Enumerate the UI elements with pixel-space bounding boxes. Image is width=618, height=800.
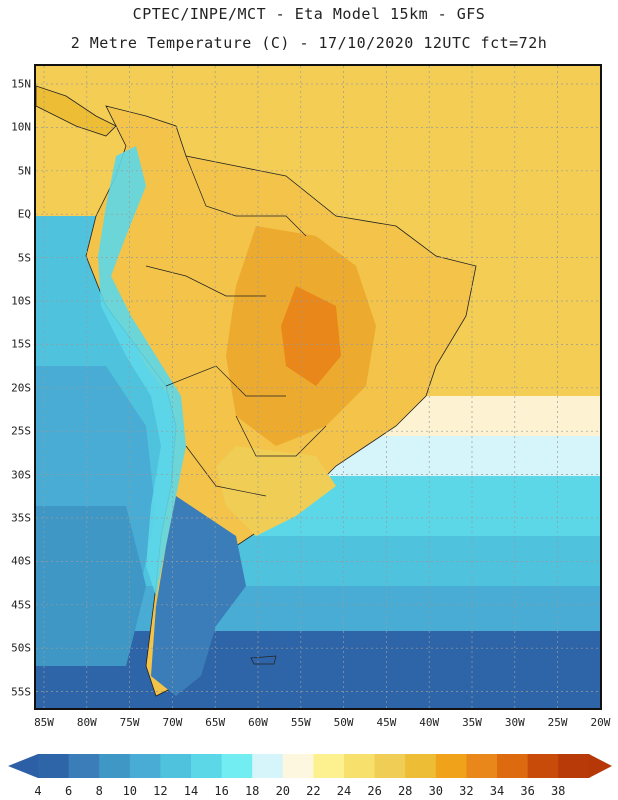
lon-label: 85W <box>34 716 54 729</box>
colorbar-swatch <box>344 754 376 778</box>
lon-label: 80W <box>76 716 97 729</box>
colorbar-low-cap <box>8 754 38 778</box>
lon-label: 55W <box>290 716 311 729</box>
colorbar-swatch <box>252 754 284 778</box>
central-america <box>36 85 117 137</box>
graticule <box>36 66 600 708</box>
lat-label: 10S <box>11 294 31 308</box>
colorbar-swatch <box>129 754 161 778</box>
colorbar-swatch <box>68 754 100 778</box>
lon-label: 70W <box>162 716 183 729</box>
lat-label: 5N <box>17 164 31 178</box>
colorbar-swatch <box>405 754 437 778</box>
colorbar-tick-label: 10 <box>122 784 138 798</box>
pacific-southern-water <box>36 506 146 666</box>
colorbar-swatch <box>38 754 70 778</box>
colorbar-tick-label: 6 <box>64 784 73 798</box>
lon-label: 30W <box>504 716 525 729</box>
colorbar-swatch <box>497 754 529 778</box>
lon-label: 50W <box>333 716 354 729</box>
pampas-region <box>216 446 336 536</box>
lat-label: 15N <box>11 77 31 91</box>
colorbar-swatch <box>191 754 223 778</box>
lat-label: 25S <box>11 424 31 438</box>
map-title: CPTEC/INPE/MCT - Eta Model 15km - GFS <box>132 5 486 23</box>
colorbar-swatch <box>435 754 467 778</box>
lon-label: 45W <box>376 716 397 729</box>
lat-label: 35S <box>11 511 31 525</box>
colorbar-tick-label: 34 <box>489 784 505 798</box>
lat-label: 40S <box>11 554 31 568</box>
lon-label: 75W <box>119 716 140 729</box>
colorbar-tick-label: 36 <box>520 784 535 798</box>
colorbar-high-cap <box>588 754 612 778</box>
lon-label: 65W <box>205 716 226 729</box>
colorbar-tick-label: 8 <box>95 784 103 798</box>
lat-label: 15S <box>11 337 31 351</box>
colorbar-swatch <box>527 754 559 778</box>
colorbar-swatch <box>558 754 590 778</box>
map-canvas <box>36 66 600 708</box>
colorbar-tick-label: 14 <box>183 784 199 798</box>
lon-label: 25W <box>547 716 568 729</box>
country-borders <box>145 155 327 497</box>
colorbar-tick-label: 18 <box>244 784 260 798</box>
lat-label: 10N <box>11 120 31 134</box>
colorbar-swatch <box>221 754 253 778</box>
lat-label: 5S <box>17 251 31 265</box>
colorbar-tick-label: 28 <box>397 784 413 798</box>
hottest-core <box>281 286 341 386</box>
lat-label: 30S <box>11 468 31 482</box>
colorbar-tick-label: 24 <box>336 784 352 798</box>
colorbar-swatch <box>99 754 131 778</box>
andes-cold-strip <box>98 146 186 596</box>
colorbar-swatch <box>374 754 406 778</box>
colorbar-tick-label: 12 <box>153 784 168 798</box>
colorbar-tick-label: 26 <box>367 784 382 798</box>
lon-label: 20W <box>590 716 611 729</box>
colorbar-tick-label: 22 <box>306 784 321 798</box>
colorbar-tick-label: 38 <box>550 784 566 798</box>
lon-label: 40W <box>419 716 440 729</box>
colorbar-swatch <box>466 754 498 778</box>
lon-label: 35W <box>462 716 482 729</box>
lat-label: 50S <box>11 641 31 655</box>
lat-label: 45S <box>11 598 31 612</box>
colorbar-tick-label: 20 <box>275 784 291 798</box>
map-subtitle: 2 Metre Temperature (C) - 17/10/2020 12U… <box>70 34 548 52</box>
colorbar-swatch <box>160 754 192 778</box>
falkland-islands <box>250 655 277 665</box>
lat-label: 55S <box>11 685 31 699</box>
colorbar-tick-label: 4 <box>34 784 42 798</box>
lat-label: 20S <box>11 381 31 395</box>
colorbar-tick-label: 16 <box>214 784 229 798</box>
colorbar-tick-label: 30 <box>428 784 444 798</box>
lon-label: 60W <box>248 716 268 729</box>
colorbar-swatch <box>313 754 345 778</box>
patagonia-region <box>151 496 246 696</box>
temperature-map[interactable] <box>34 64 602 710</box>
lat-label: EQ <box>17 207 31 221</box>
colorbar-swatch <box>282 754 314 778</box>
colorbar-tick-label: 32 <box>459 784 474 798</box>
